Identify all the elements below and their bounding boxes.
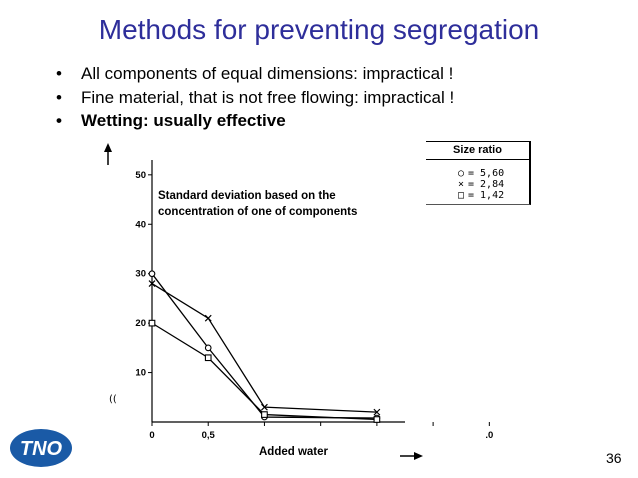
bullet-item: Fine material, that is not free flowing:… xyxy=(56,86,454,110)
chart-annotation: Standard deviation based on the concentr… xyxy=(158,188,357,220)
chart-legend: Size ratio ○ = 5,60 × = 2,84 □ = 1,42 xyxy=(426,141,531,205)
circle-marker xyxy=(204,344,212,352)
bullet-item: Wetting: usually effective xyxy=(56,109,454,133)
square-marker xyxy=(204,354,212,362)
bullet-item: All components of equal dimensions: impr… xyxy=(56,62,454,86)
y-tick-label: 30 xyxy=(135,269,146,280)
legend-entry: × = 2,84 xyxy=(454,179,504,190)
x-tick-labels: 0 0,5 .0 xyxy=(149,422,493,441)
cross-marker xyxy=(148,280,156,288)
square-marker xyxy=(373,416,381,423)
square-marker xyxy=(261,411,268,418)
page-number: 36 xyxy=(606,450,622,466)
x-tick-label: 0 xyxy=(149,430,154,441)
series-cross xyxy=(148,280,381,416)
circle-marker-icon: ○ xyxy=(457,168,465,179)
circle-marker xyxy=(148,270,156,278)
y-axis-arrow-head xyxy=(104,143,112,152)
legend-entry-text: = 1,42 xyxy=(468,190,505,201)
series-circle xyxy=(148,270,381,422)
svg-text:TNO: TNO xyxy=(20,438,63,460)
legend-entry: ○ = 5,60 xyxy=(454,168,504,179)
annotation-line: concentration of one of components xyxy=(158,206,358,218)
bullet-list: All components of equal dimensions: impr… xyxy=(56,62,454,133)
cross-marker-icon: × xyxy=(457,179,465,190)
series-line xyxy=(151,273,377,419)
chart-axes xyxy=(151,160,405,423)
legend-entry-text: = 2,84 xyxy=(468,179,505,190)
series-line xyxy=(151,283,377,413)
legend-entry: □ = 1,42 xyxy=(454,190,504,201)
legend-title: Size ratio xyxy=(426,144,529,160)
series-square xyxy=(148,319,381,423)
tno-logo: TNO xyxy=(10,429,72,467)
legend-entry-text: = 5,60 xyxy=(468,168,505,179)
y-tick-label: 50 xyxy=(135,170,146,181)
x-tick-label: 0,5 xyxy=(202,430,216,441)
square-marker-icon: □ xyxy=(457,190,465,201)
square-marker xyxy=(148,319,156,327)
annotation-line: Standard deviation based on the xyxy=(158,190,336,202)
cross-marker xyxy=(204,314,212,322)
series-line xyxy=(151,322,377,421)
slide-title: Methods for preventing segregation xyxy=(98,14,540,45)
x-axis-label: Added water xyxy=(259,446,329,458)
chart-series xyxy=(148,270,381,423)
scan-mark: (( xyxy=(109,394,117,405)
cross-marker xyxy=(261,403,268,411)
x-axis-arrow-head xyxy=(414,452,423,460)
x-tick-label: .0 xyxy=(485,430,493,441)
y-tick-label: 20 xyxy=(135,318,146,329)
cross-marker xyxy=(373,408,381,416)
y-tick-label: 40 xyxy=(135,219,146,230)
y-tick-label: 10 xyxy=(135,368,146,379)
